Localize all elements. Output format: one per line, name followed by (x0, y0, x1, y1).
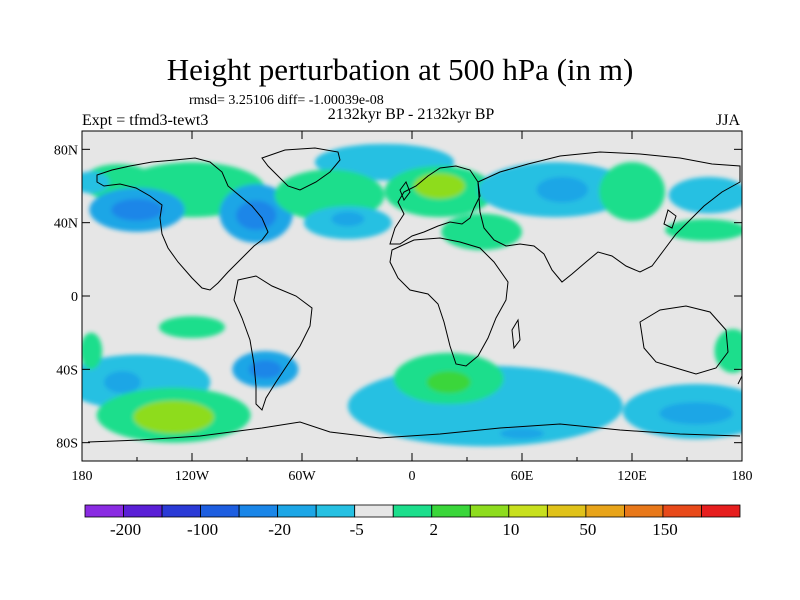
field-region-9 (331, 211, 365, 227)
colorbar-label: 50 (579, 520, 596, 539)
colorbar-swatch (508, 504, 548, 518)
colorbar-swatch (585, 504, 625, 518)
coast-asia (477, 151, 741, 283)
colorbar-label: 150 (652, 520, 678, 539)
y-tick-label: 40S (56, 363, 78, 378)
colorbar-swatch (546, 504, 587, 518)
field-region-31 (714, 329, 742, 373)
colorbar-label: -100 (187, 520, 218, 539)
field-region-18 (82, 171, 110, 194)
x-tick-label: 120E (617, 469, 647, 484)
x-tick-label: 60W (288, 469, 316, 484)
x-tick-label: 180 (732, 469, 753, 484)
field-region-11 (413, 173, 466, 199)
coast-uk (399, 180, 411, 202)
colorbar-label: -200 (110, 520, 141, 539)
coast-africa (389, 237, 509, 367)
colorbar-swatch (238, 504, 279, 518)
y-tick-label: 0 (71, 290, 78, 305)
coast-japan (663, 209, 677, 229)
coast-antarctica (87, 421, 741, 443)
colorbar-swatch (469, 504, 510, 518)
stats-text: rmsd= 3.25106 diff= -1.00039e-08 (189, 93, 384, 108)
field-region-15 (599, 162, 665, 221)
field-region-14 (536, 176, 588, 203)
field-region-22 (133, 400, 214, 434)
chart-title: Height perturbation at 500 hPa (in m) (166, 52, 634, 87)
field-region-30 (659, 402, 733, 425)
field-region-17 (665, 219, 742, 241)
x-tick-label: 0 (409, 469, 416, 484)
colorbar: -200 -100 -20 -5 2 10 50 150 (84, 504, 741, 539)
colorbar-swatch (392, 504, 433, 518)
x-tick-label: 180 (72, 469, 93, 484)
coast-north-america (96, 157, 269, 291)
colorbar-label: -5 (350, 520, 364, 539)
field-region-33 (159, 316, 225, 339)
y-axis: 80N 40N 0 40S 80S (54, 143, 742, 452)
y-tick-label: 80S (56, 437, 78, 452)
colorbar-swatch (354, 504, 394, 518)
field-region-24 (248, 360, 282, 379)
colorbar-label: 10 (502, 520, 519, 539)
colorbar-swatch (123, 504, 163, 518)
field-region-12 (441, 213, 522, 251)
field-region-16 (668, 176, 742, 214)
x-tick-label: 120W (175, 469, 210, 484)
coastlines (87, 147, 742, 443)
colorbar-swatch (315, 504, 356, 518)
colorbar-swatch (277, 504, 317, 518)
coast-madagascar (511, 318, 521, 350)
field-region-28 (500, 428, 544, 439)
coast-new-zealand (737, 374, 742, 385)
y-tick-label: 80N (54, 143, 78, 158)
period-label: 2132kyr BP - 2132kyr BP (327, 106, 495, 123)
colorbar-swatch (431, 504, 471, 518)
field-region-3 (111, 198, 163, 221)
x-tick-label: 60E (511, 469, 534, 484)
y-tick-label: 40N (54, 217, 78, 232)
field-region-27 (426, 371, 471, 394)
field-region-20 (104, 371, 141, 394)
colorbar-swatch (624, 504, 664, 518)
colorbar-label: -20 (268, 520, 291, 539)
colorbar-label: 2 (430, 520, 439, 539)
x-axis: 180 120W 60W 0 60E 120E 180 (72, 131, 753, 484)
colorbar-swatch (84, 504, 124, 518)
experiment-label: Expt = tfmd3-tewt3 (82, 112, 209, 129)
colorbar-swatch (701, 504, 741, 518)
colorbar-swatch (161, 504, 201, 518)
coast-south-america (233, 275, 313, 411)
colorbar-swatch (200, 504, 240, 518)
coast-australia (639, 305, 729, 375)
season-label: JJA (716, 112, 741, 129)
colorbar-swatch (662, 504, 702, 518)
field-region-32 (82, 332, 103, 370)
field-region-5 (235, 200, 277, 230)
coast-greenland (261, 147, 341, 191)
